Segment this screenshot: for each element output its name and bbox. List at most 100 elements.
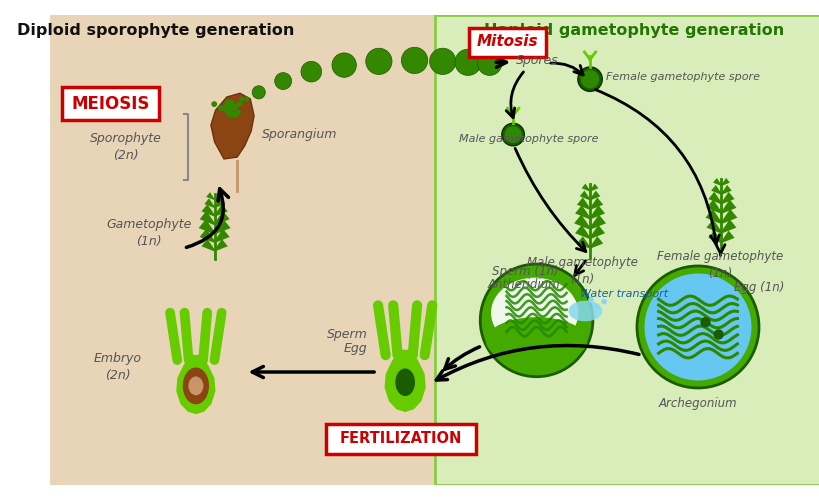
Polygon shape: [215, 211, 229, 225]
Circle shape: [580, 70, 599, 88]
Polygon shape: [721, 185, 731, 195]
Circle shape: [218, 105, 224, 110]
Polygon shape: [708, 192, 721, 204]
Circle shape: [226, 108, 232, 114]
Text: Sperm: Sperm: [327, 328, 367, 341]
Polygon shape: [201, 204, 215, 216]
Polygon shape: [574, 225, 590, 239]
Polygon shape: [210, 94, 254, 159]
Text: Water transport: Water transport: [579, 289, 667, 299]
Polygon shape: [198, 220, 215, 234]
Polygon shape: [713, 178, 721, 186]
Polygon shape: [721, 200, 735, 214]
Text: Egg: Egg: [344, 342, 367, 355]
Text: FERTILIZATION: FERTILIZATION: [339, 431, 461, 446]
Text: Female gametophyte
(1n): Female gametophyte (1n): [657, 250, 783, 280]
Ellipse shape: [491, 278, 577, 348]
Polygon shape: [590, 184, 598, 192]
Circle shape: [229, 100, 234, 105]
Polygon shape: [706, 200, 721, 214]
Circle shape: [235, 97, 244, 106]
Circle shape: [211, 101, 217, 107]
Circle shape: [238, 102, 242, 106]
Ellipse shape: [183, 368, 209, 404]
Circle shape: [238, 96, 244, 102]
Text: Sperm (1n): Sperm (1n): [491, 265, 558, 278]
FancyBboxPatch shape: [61, 86, 159, 120]
Ellipse shape: [188, 376, 203, 395]
Circle shape: [713, 330, 723, 340]
Polygon shape: [721, 178, 729, 186]
Text: Male gametophyte
(1n): Male gametophyte (1n): [527, 256, 637, 286]
Polygon shape: [215, 239, 228, 252]
Circle shape: [504, 126, 521, 143]
Polygon shape: [199, 228, 215, 243]
Circle shape: [243, 96, 249, 102]
Polygon shape: [590, 214, 605, 230]
Ellipse shape: [395, 368, 414, 396]
Circle shape: [227, 112, 233, 117]
Polygon shape: [215, 220, 230, 234]
Circle shape: [227, 106, 232, 112]
Circle shape: [228, 112, 233, 116]
Text: MEIOSIS: MEIOSIS: [71, 94, 150, 112]
Polygon shape: [590, 236, 603, 248]
Text: Mitosis: Mitosis: [476, 34, 537, 49]
Polygon shape: [176, 355, 215, 414]
Text: Sporophyte
(2n): Sporophyte (2n): [89, 132, 161, 162]
Text: Female gametophyte spore: Female gametophyte spore: [605, 72, 759, 83]
Circle shape: [636, 266, 758, 388]
FancyBboxPatch shape: [468, 28, 545, 56]
Circle shape: [600, 299, 606, 304]
Text: Archegonium: Archegonium: [658, 398, 736, 410]
Circle shape: [365, 48, 391, 74]
Polygon shape: [590, 198, 603, 210]
FancyBboxPatch shape: [326, 424, 475, 454]
Circle shape: [587, 297, 593, 302]
Polygon shape: [201, 239, 215, 252]
Circle shape: [252, 86, 265, 99]
Polygon shape: [215, 192, 223, 200]
Polygon shape: [590, 225, 604, 239]
Circle shape: [577, 67, 601, 92]
Circle shape: [236, 110, 241, 114]
Polygon shape: [215, 228, 229, 243]
Circle shape: [332, 53, 356, 78]
Circle shape: [401, 48, 428, 74]
Text: Egg (1n): Egg (1n): [733, 281, 783, 294]
Polygon shape: [435, 16, 819, 484]
Circle shape: [237, 112, 241, 114]
Circle shape: [429, 48, 455, 74]
Polygon shape: [579, 190, 590, 200]
Text: Male gametophyte spore: Male gametophyte spore: [458, 134, 597, 144]
Polygon shape: [50, 16, 435, 484]
Text: Diploid sporophyte generation: Diploid sporophyte generation: [17, 23, 294, 38]
Polygon shape: [721, 230, 734, 243]
Circle shape: [229, 112, 235, 117]
Polygon shape: [590, 205, 604, 220]
Ellipse shape: [486, 317, 586, 365]
Circle shape: [235, 110, 239, 114]
Polygon shape: [573, 214, 590, 230]
Polygon shape: [215, 198, 224, 208]
Circle shape: [644, 274, 750, 380]
Circle shape: [220, 108, 228, 115]
Polygon shape: [215, 204, 228, 216]
Circle shape: [301, 62, 321, 82]
Text: Spores: Spores: [515, 54, 558, 67]
Circle shape: [224, 106, 231, 114]
Circle shape: [224, 99, 232, 106]
Circle shape: [221, 105, 229, 112]
Text: Haploid gametophyte generation: Haploid gametophyte generation: [483, 23, 783, 38]
Text: Sporangium: Sporangium: [261, 128, 337, 141]
Text: Embryo
(2n): Embryo (2n): [94, 352, 142, 382]
Polygon shape: [206, 192, 215, 200]
Polygon shape: [706, 220, 721, 234]
Circle shape: [593, 304, 599, 309]
Polygon shape: [704, 209, 721, 224]
Circle shape: [274, 72, 292, 90]
Polygon shape: [721, 209, 736, 224]
Polygon shape: [384, 350, 425, 412]
Circle shape: [477, 51, 501, 76]
Polygon shape: [721, 192, 734, 204]
